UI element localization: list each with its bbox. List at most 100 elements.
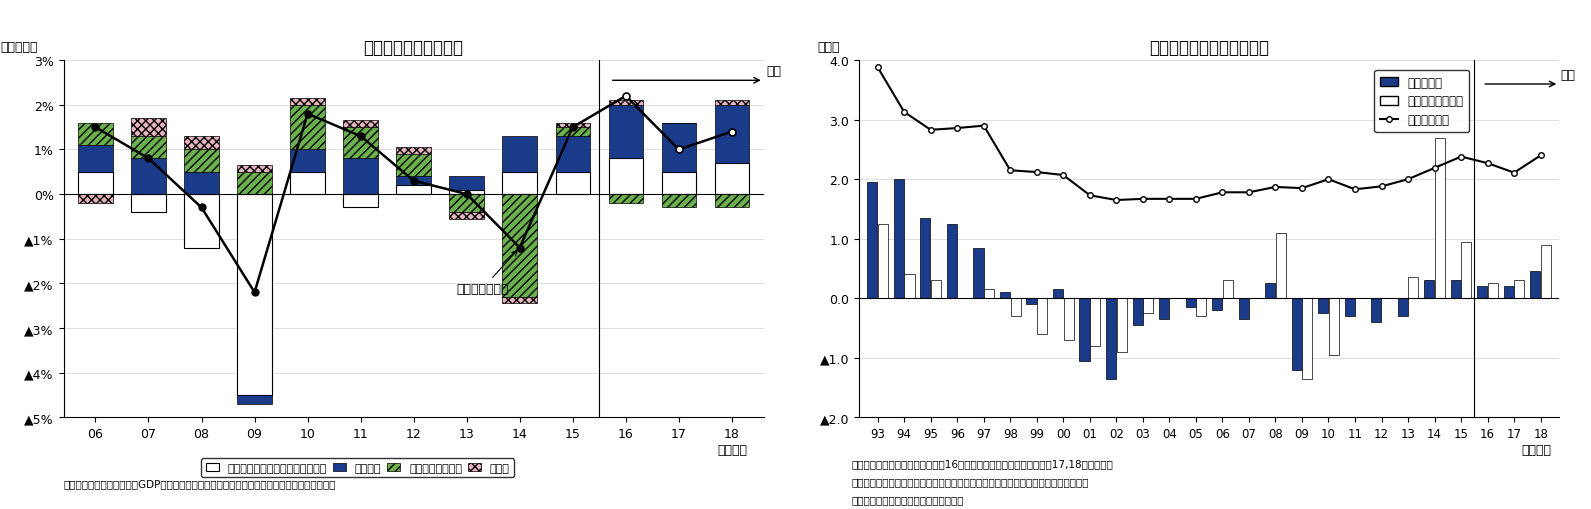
Bar [974, 248, 983, 299]
Bar [1265, 284, 1276, 299]
Bar [714, 101, 749, 105]
Bar [78, 173, 113, 194]
Bar [662, 173, 697, 194]
Bar [1010, 299, 1021, 317]
Bar [396, 148, 431, 155]
Bar [1503, 287, 1515, 299]
Bar [1344, 299, 1356, 317]
Bar [1037, 299, 1047, 334]
Bar [608, 105, 643, 159]
Bar [1531, 272, 1540, 299]
Bar [947, 224, 958, 299]
Bar [905, 275, 915, 299]
Text: （年度）: （年度） [1521, 443, 1551, 456]
Bar [185, 137, 220, 150]
Bar [1424, 281, 1435, 299]
Bar [1106, 299, 1117, 379]
Bar [662, 123, 697, 173]
Text: 総務省統計局「消費者物価指数」: 総務省統計局「消費者物価指数」 [851, 494, 964, 504]
Bar [1276, 233, 1286, 299]
Bar [555, 137, 590, 173]
Bar [1371, 299, 1381, 322]
Bar [1328, 299, 1338, 355]
Bar [130, 137, 165, 159]
Bar [1319, 299, 1328, 314]
Bar [1053, 290, 1063, 299]
Bar [78, 123, 113, 146]
Bar [1292, 299, 1301, 370]
Bar [867, 183, 878, 299]
Bar [608, 101, 643, 105]
Bar [1515, 281, 1524, 299]
Bar [237, 194, 272, 395]
Bar [555, 173, 590, 194]
Bar [1540, 245, 1551, 299]
Bar [344, 128, 379, 159]
Bar [983, 290, 994, 299]
Bar [1185, 299, 1196, 307]
Bar [503, 173, 536, 194]
Bar [185, 173, 220, 194]
Bar [714, 163, 749, 194]
Bar [290, 173, 325, 194]
Bar [1239, 299, 1249, 320]
Bar [1223, 281, 1233, 299]
Title: 春季賃上げ率と所定内給与: 春季賃上げ率と所定内給与 [1149, 39, 1270, 57]
Text: 予想: 予想 [1561, 69, 1575, 82]
Legend: 所定内給与, 消費者物価上昇率, 春季賃上げ率: 所定内給与, 消費者物価上昇率, 春季賃上げ率 [1375, 71, 1468, 133]
Text: （前年比）: （前年比） [0, 41, 38, 54]
Bar [78, 146, 113, 173]
Bar [290, 105, 325, 150]
Bar [503, 297, 536, 304]
Bar [608, 159, 643, 194]
Legend: 一人当たり資金（現金給与総額）, 雇用者数, デフレーター要因, その他: 一人当たり資金（現金給与総額）, 雇用者数, デフレーター要因, その他 [200, 459, 514, 477]
Bar [1476, 287, 1488, 299]
Bar [396, 155, 431, 177]
Text: （出所）厕生労働省「民間主要企業春季賃上げ要求・妥結状況」、「毎月勤労統計」: （出所）厕生労働省「民間主要企業春季賃上げ要求・妥結状況」、「毎月勤労統計」 [851, 476, 1088, 486]
Text: （資料）内阁府「四半期別GDP速報」、厕生労働省「毎月勤労統計」、総務省「労働力調査」: （資料）内阁府「四半期別GDP速報」、厕生労働省「毎月勤労統計」、総務省「労働力… [64, 478, 336, 489]
Bar [1301, 299, 1313, 379]
Bar [396, 186, 431, 194]
Bar [130, 119, 165, 137]
Bar [555, 123, 590, 128]
Bar [714, 105, 749, 163]
Bar [1160, 299, 1169, 320]
Bar [344, 121, 379, 128]
Text: （％）: （％） [818, 41, 840, 54]
Bar [344, 194, 379, 208]
Bar [1026, 299, 1037, 304]
Bar [1090, 299, 1101, 346]
Bar [555, 128, 590, 137]
Bar [1196, 299, 1206, 317]
Text: （注）所定内給与、消費者物価は16年度以陨が予想、春季賃上げ率は17,18年度が予想: （注）所定内給与、消費者物価は16年度以陨が予想、春季賃上げ率は17,18年度が… [851, 458, 1114, 468]
Bar [237, 173, 272, 194]
Bar [931, 281, 942, 299]
Bar [396, 177, 431, 186]
Bar [1408, 278, 1419, 299]
Text: （年度）: （年度） [718, 443, 748, 456]
Title: 実質雇用者報酢の予測: 実質雇用者報酢の予測 [364, 39, 463, 57]
Bar [449, 177, 484, 190]
Bar [921, 218, 931, 299]
Bar [1079, 299, 1090, 361]
Bar [1001, 293, 1010, 299]
Bar [608, 194, 643, 204]
Bar [1435, 138, 1445, 299]
Bar [1064, 299, 1074, 340]
Bar [1462, 242, 1472, 299]
Bar [894, 180, 904, 299]
Bar [130, 159, 165, 194]
Bar [1451, 281, 1461, 299]
Bar [344, 159, 379, 194]
Bar [449, 190, 484, 194]
Bar [449, 213, 484, 219]
Bar [78, 194, 113, 204]
Bar [237, 395, 272, 404]
Bar [130, 194, 165, 213]
Bar [1133, 299, 1142, 325]
Bar [237, 166, 272, 173]
Bar [290, 150, 325, 173]
Bar [449, 194, 484, 213]
Bar [1398, 299, 1408, 317]
Bar [1212, 299, 1222, 310]
